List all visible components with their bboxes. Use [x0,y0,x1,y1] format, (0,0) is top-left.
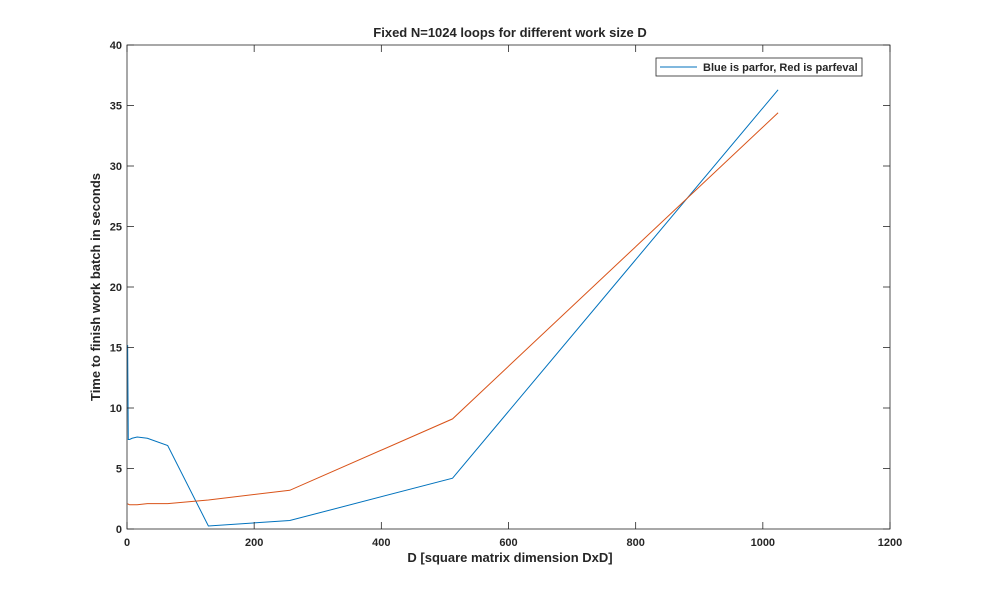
legend: Blue is parfor, Red is parfeval [655,57,863,77]
x-tick-label: 1200 [878,537,902,549]
series-line-2 [127,112,779,506]
x-axis-label: D [square matrix dimension DxD] [407,550,612,565]
x-tick-label: 200 [245,537,263,549]
x-axis-ticks: 0 200 400 600 800 1000 1200 [124,45,902,549]
x-tick-label: 0 [124,537,130,549]
x-tick-label: 800 [626,537,644,549]
y-tick-label: 5 [116,464,122,476]
y-axis-ticks: 0 5 10 15 20 25 30 35 40 [110,40,890,536]
x-tick-label: 600 [499,537,517,549]
legend-box [655,57,863,77]
chart-title: Fixed N=1024 loops for different work si… [373,25,646,40]
y-tick-label: 25 [110,222,122,234]
series-line-1 [127,89,779,527]
y-tick-label: 40 [110,40,122,52]
y-tick-label: 35 [110,101,122,113]
legend-label: Blue is parfor, Red is parfeval [703,62,858,74]
x-tick-label: 1000 [751,537,775,549]
y-tick-label: 15 [110,343,122,355]
y-tick-label: 0 [116,524,122,536]
x-tick-label: 400 [372,537,390,549]
y-tick-label: 20 [110,282,122,294]
y-axis-label: Time to finish work batch in seconds [88,173,103,401]
y-tick-label: 30 [110,161,122,173]
series-layer [127,89,779,527]
y-tick-label: 10 [110,403,122,415]
